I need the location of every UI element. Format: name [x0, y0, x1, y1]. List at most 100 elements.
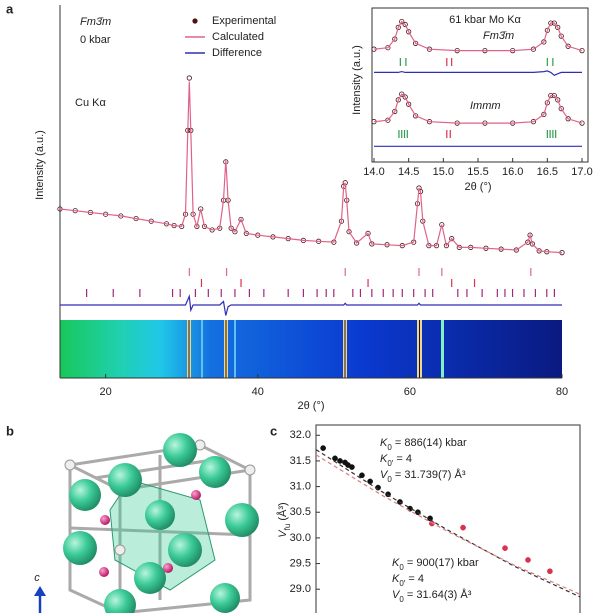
- data-point: [392, 108, 398, 115]
- panel-label: b: [6, 423, 14, 438]
- diffraction-image: [60, 320, 562, 378]
- data-point: [399, 91, 405, 97]
- annotation: K0 = 900(17) kbar: [392, 557, 479, 572]
- x-tick-label: 60: [404, 386, 416, 398]
- plot-frame: [371, 7, 589, 163]
- legend-label: Difference: [212, 47, 262, 59]
- axis-label: c: [34, 572, 40, 584]
- data-point: [359, 472, 365, 479]
- annotation-part: = 886(14) kbar: [392, 437, 467, 449]
- data-point: [547, 568, 553, 575]
- data-point: [555, 97, 561, 103]
- data-point: [402, 21, 408, 28]
- data-point: [186, 75, 192, 81]
- y-axis-label-part: V: [277, 529, 289, 538]
- data-point: [412, 113, 419, 119]
- annotation-part: 0′: [387, 459, 393, 468]
- legend-marker: [192, 18, 198, 24]
- y-axis-label-part: (Å³): [276, 502, 289, 523]
- annotation: V0 = 31.739(7) Å³: [380, 468, 466, 484]
- data-point: [541, 111, 547, 118]
- y-tick-label: 32.0: [290, 429, 311, 441]
- data-point: [332, 455, 338, 462]
- annotation-part: = 900(17) kbar: [404, 557, 479, 569]
- annotation: V0 = 31.64(3) Å³: [392, 588, 472, 604]
- data-point: [579, 120, 585, 126]
- annotation-part: 0: [399, 595, 404, 604]
- y-axis-label: Intensity (a.u.): [351, 45, 363, 115]
- panel-label: a: [6, 1, 14, 16]
- x-tick-label: 80: [556, 386, 568, 398]
- annotation: Cu Kα: [75, 97, 106, 109]
- data-point: [406, 101, 412, 107]
- data-point: [349, 464, 355, 470]
- y-tick-label: 30.5: [290, 506, 311, 518]
- data-point: [525, 557, 531, 563]
- data-point: [427, 515, 433, 522]
- data-point: [395, 24, 401, 30]
- data-point: [502, 545, 508, 552]
- data-point: [579, 47, 585, 54]
- annotation-part: = 4: [405, 573, 424, 585]
- data-line: [374, 70, 582, 76]
- data-point: [544, 27, 550, 33]
- x-axis-label: 2θ (°): [297, 400, 324, 412]
- y-tick-label: 30.0: [290, 532, 311, 544]
- y-axis-label-part: fu: [283, 524, 292, 531]
- legend-label: Calculated: [212, 31, 264, 43]
- data-line: [315, 454, 581, 595]
- y-tick-label: 29.0: [290, 583, 311, 595]
- x-tick-label: 20: [100, 386, 112, 398]
- annotation-part: K: [392, 557, 400, 569]
- data-point: [544, 100, 550, 106]
- data-point: [558, 106, 564, 112]
- atoms: [63, 433, 259, 613]
- data-point: [337, 458, 343, 464]
- data-line: [315, 449, 581, 598]
- data-point: [449, 236, 455, 242]
- data-point: [320, 445, 326, 451]
- data-point: [406, 29, 412, 35]
- data-point: [354, 240, 360, 246]
- data-point: [525, 239, 531, 245]
- annotation-part: K: [380, 437, 388, 449]
- data-point: [367, 478, 373, 485]
- data-line: [60, 293, 562, 316]
- annotation: Fm3̄m: [483, 30, 514, 42]
- data-point: [541, 39, 547, 45]
- panel-label: c: [270, 423, 277, 438]
- y-axis-label: Intensity (a.u.): [34, 130, 46, 200]
- data-line: [373, 93, 583, 124]
- x-tick-label: 17.0: [571, 166, 592, 178]
- annotation-part: = 31.64(3) Å³: [404, 588, 472, 601]
- annotation-part: V: [380, 469, 389, 481]
- data-line: [59, 81, 563, 254]
- x-tick-label: 15.5: [467, 166, 488, 178]
- data-point: [399, 18, 405, 25]
- annotation-part: = 31.739(7) Å³: [392, 468, 466, 481]
- data-line: [373, 20, 583, 52]
- axis-arrow: [34, 586, 46, 613]
- annotation-part: = 4: [393, 453, 412, 465]
- x-tick-label: 14.0: [363, 166, 384, 178]
- annotation: K0′ = 4: [392, 573, 424, 588]
- data-point: [392, 36, 398, 42]
- x-tick-label: 40: [252, 386, 264, 398]
- annotation-part: 0: [399, 563, 404, 572]
- annotation-part: 0: [387, 475, 392, 484]
- data-point: [565, 43, 571, 49]
- annotation: Immm: [470, 100, 501, 112]
- plot-frame: [315, 424, 581, 613]
- legend-label: Experimental: [212, 15, 276, 27]
- annotation-part: V: [392, 589, 401, 601]
- data-point: [402, 94, 408, 100]
- data-point: [395, 97, 401, 103]
- y-tick-label: 31.0: [290, 480, 311, 492]
- annotation-part: K: [380, 453, 388, 465]
- annotation: K0 = 886(14) kbar: [380, 437, 467, 452]
- x-tick-label: 14.5: [398, 166, 419, 178]
- annotation: K0′ = 4: [380, 453, 412, 468]
- x-tick-label: 16.5: [537, 166, 558, 178]
- data-point: [412, 40, 419, 46]
